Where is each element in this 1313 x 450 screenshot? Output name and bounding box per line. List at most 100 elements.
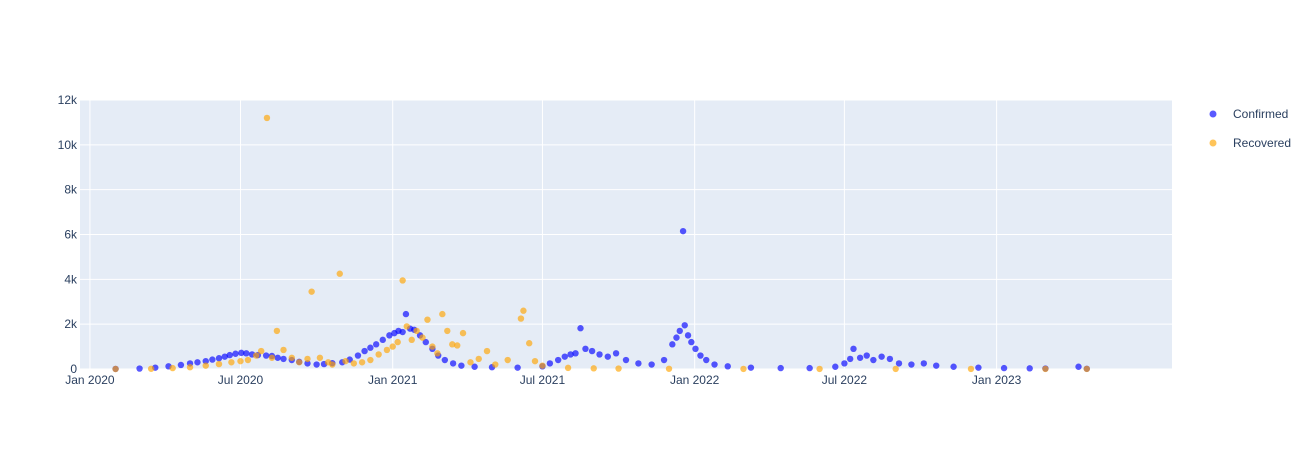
y-tick-label: 6k [64,228,78,242]
confirmed-point [878,353,885,360]
confirmed-point [920,360,928,367]
recovered-point [399,277,406,284]
confirmed-point [806,364,813,372]
recovered-point [342,357,349,365]
recovered-point [444,327,451,335]
confirmed-point [747,364,755,371]
y-tick-label: 4k [64,272,78,286]
y-axis: 0 2k 4k 6k 8k 10k 12k [58,93,78,376]
confirmed-point [280,355,287,363]
recovered-point [375,351,382,358]
confirmed-point [950,363,957,370]
recovered-point [504,356,511,364]
confirmed-point [863,352,870,359]
legend-item-recovered[interactable]: Recovered [1209,136,1292,150]
recovered-point [273,327,281,335]
confirmed-point [232,350,239,357]
confirmed-point [582,345,589,353]
recovered-point [467,359,474,366]
recovered-point [268,354,276,361]
x-tick-label: Jul 2020 [218,373,264,387]
confirmed-point [703,356,710,364]
confirmed-point [361,347,368,355]
confirmed-point [588,347,596,355]
recovered-point [408,336,415,344]
confirmed-point [386,332,393,339]
data-points [112,114,1090,373]
confirmed-point [567,351,574,358]
confirmed-point [1026,365,1033,372]
recovered-point [449,341,456,348]
legend-marker [1209,139,1217,147]
confirmed-point [870,356,877,364]
recovered-point [112,365,119,373]
confirmed-point [441,356,449,364]
recovered-point [202,362,209,369]
confirmed-point [681,322,688,329]
confirmed-point [354,352,362,359]
recovered-point [1083,365,1090,373]
confirmed-point [1000,364,1008,372]
recovered-point [615,365,622,372]
recovered-point [520,307,527,314]
recovered-point [459,329,467,337]
confirmed-point [679,227,687,235]
recovered-point [358,359,366,366]
confirmed-point [402,310,410,318]
recovered-point [308,288,315,295]
recovered-point [186,364,194,371]
confirmed-point [660,356,668,364]
recovered-point [439,310,446,318]
recovered-point [383,346,391,354]
recovered-point [257,347,265,355]
confirmed-point [209,356,216,363]
confirmed-point [604,353,611,360]
confirmed-point [673,334,680,341]
legend[interactable]: Confirmed Recovered [1209,107,1292,150]
recovered-point [967,365,975,373]
confirmed-point [635,360,642,367]
confirmed-point [1075,363,1082,370]
recovered-point [147,365,155,372]
recovered-point [475,355,482,363]
recovered-point [288,354,295,361]
y-tick-label: 2k [64,317,78,331]
confirmed-point [612,350,620,357]
recovered-point [665,365,673,372]
confirmed-point [577,325,584,332]
x-axis: Jan 2020 Jul 2020 Jan 2021 Jul 2021 Jan 2022… [65,373,1021,387]
confirmed-point [399,328,406,336]
recovered-point [304,355,311,363]
recovered-point [253,352,260,359]
recovered-point [403,323,410,330]
recovered-point [816,365,823,373]
confirmed-point [908,361,915,368]
confirmed-point [313,361,320,368]
confirmed-point [572,350,579,357]
confirmed-point [554,356,562,364]
confirmed-point [304,360,311,367]
confirmed-point [215,355,223,362]
recovered-point [517,315,525,322]
recovered-point [526,340,533,347]
recovered-point [419,334,426,341]
confirmed-point [622,356,630,364]
confirmed-point [262,352,270,359]
recovered-point [483,347,491,355]
confirmed-point [895,360,903,367]
recovered-point [394,338,401,346]
legend-label: Confirmed [1233,107,1288,121]
legend-item-confirmed[interactable]: Confirmed [1209,107,1289,121]
recovered-point [389,343,396,350]
confirmed-point [367,344,374,351]
x-tick-label: Jan 2021 [368,373,418,387]
confirmed-point [688,338,695,346]
confirmed-point [238,349,245,357]
recovered-point [336,270,343,277]
legend-label: Recovered [1233,136,1291,150]
confirmed-point [850,345,857,353]
confirmed-point [676,327,683,335]
recovered-point [263,114,271,122]
recovered-point [429,343,436,350]
confirmed-point [274,354,281,361]
